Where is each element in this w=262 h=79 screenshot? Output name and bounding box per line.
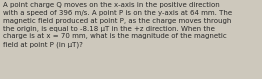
- Text: A point charge Q moves on the x-axis in the positive direction
with a speed of 3: A point charge Q moves on the x-axis in …: [3, 2, 232, 48]
